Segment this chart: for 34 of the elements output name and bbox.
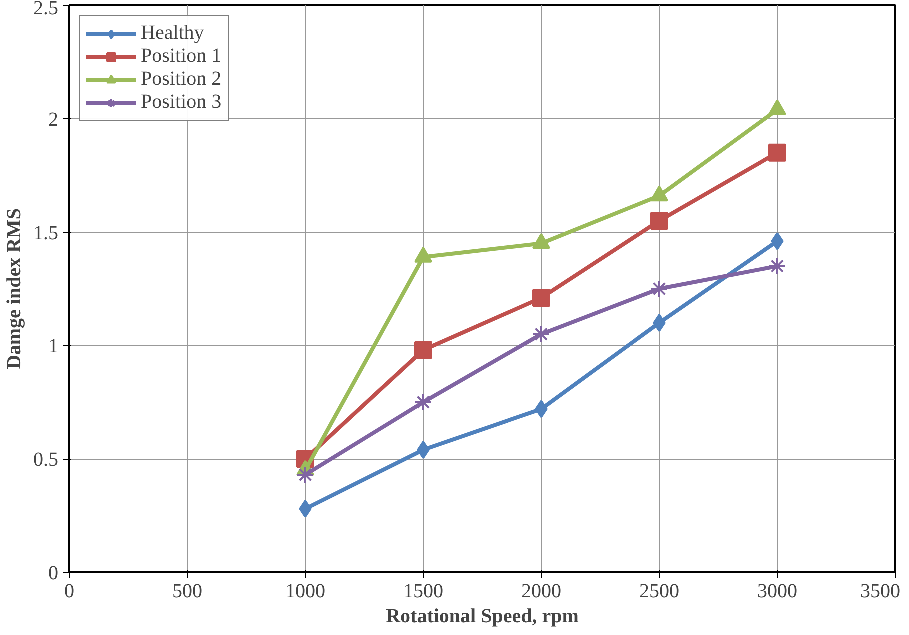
y-tick-label: 1.5 [34,222,58,244]
legend-label: Healthy [141,22,204,45]
x-tick-label: 2500 [640,580,680,602]
legend-label: Position 2 [141,68,222,91]
x-tick-label: 1500 [404,580,444,602]
point [299,500,312,518]
x-tick-label: 1000 [286,580,326,602]
x-axis-title: Rotational Speed, rpm [386,606,580,628]
point [296,466,314,484]
point [417,441,430,460]
y-tick-label: 2.5 [34,0,58,20]
point [535,400,548,418]
y-axis-title: Damge index RMS [4,208,26,370]
x-tick-label: 0 [64,580,74,602]
x-tick-label: 3500 [860,580,900,602]
point [532,325,550,344]
point [650,280,668,298]
point [768,144,786,162]
x-tick-label: 2000 [522,580,562,602]
point [414,393,432,412]
legend-label: Position 1 [141,45,222,68]
point [653,314,666,332]
y-tick-label: 1 [48,336,58,358]
y-tick-label: 2 [48,108,58,131]
point [532,289,550,308]
y-tick-label: 0 [48,562,58,584]
point [414,341,432,360]
x-tick-label: 500 [172,580,202,602]
point [768,257,786,276]
legend-label: Position 3 [141,91,222,114]
point [650,212,668,230]
x-tick-label: 3000 [758,580,798,602]
point [771,232,784,250]
y-tick-label: 0.5 [34,449,58,472]
